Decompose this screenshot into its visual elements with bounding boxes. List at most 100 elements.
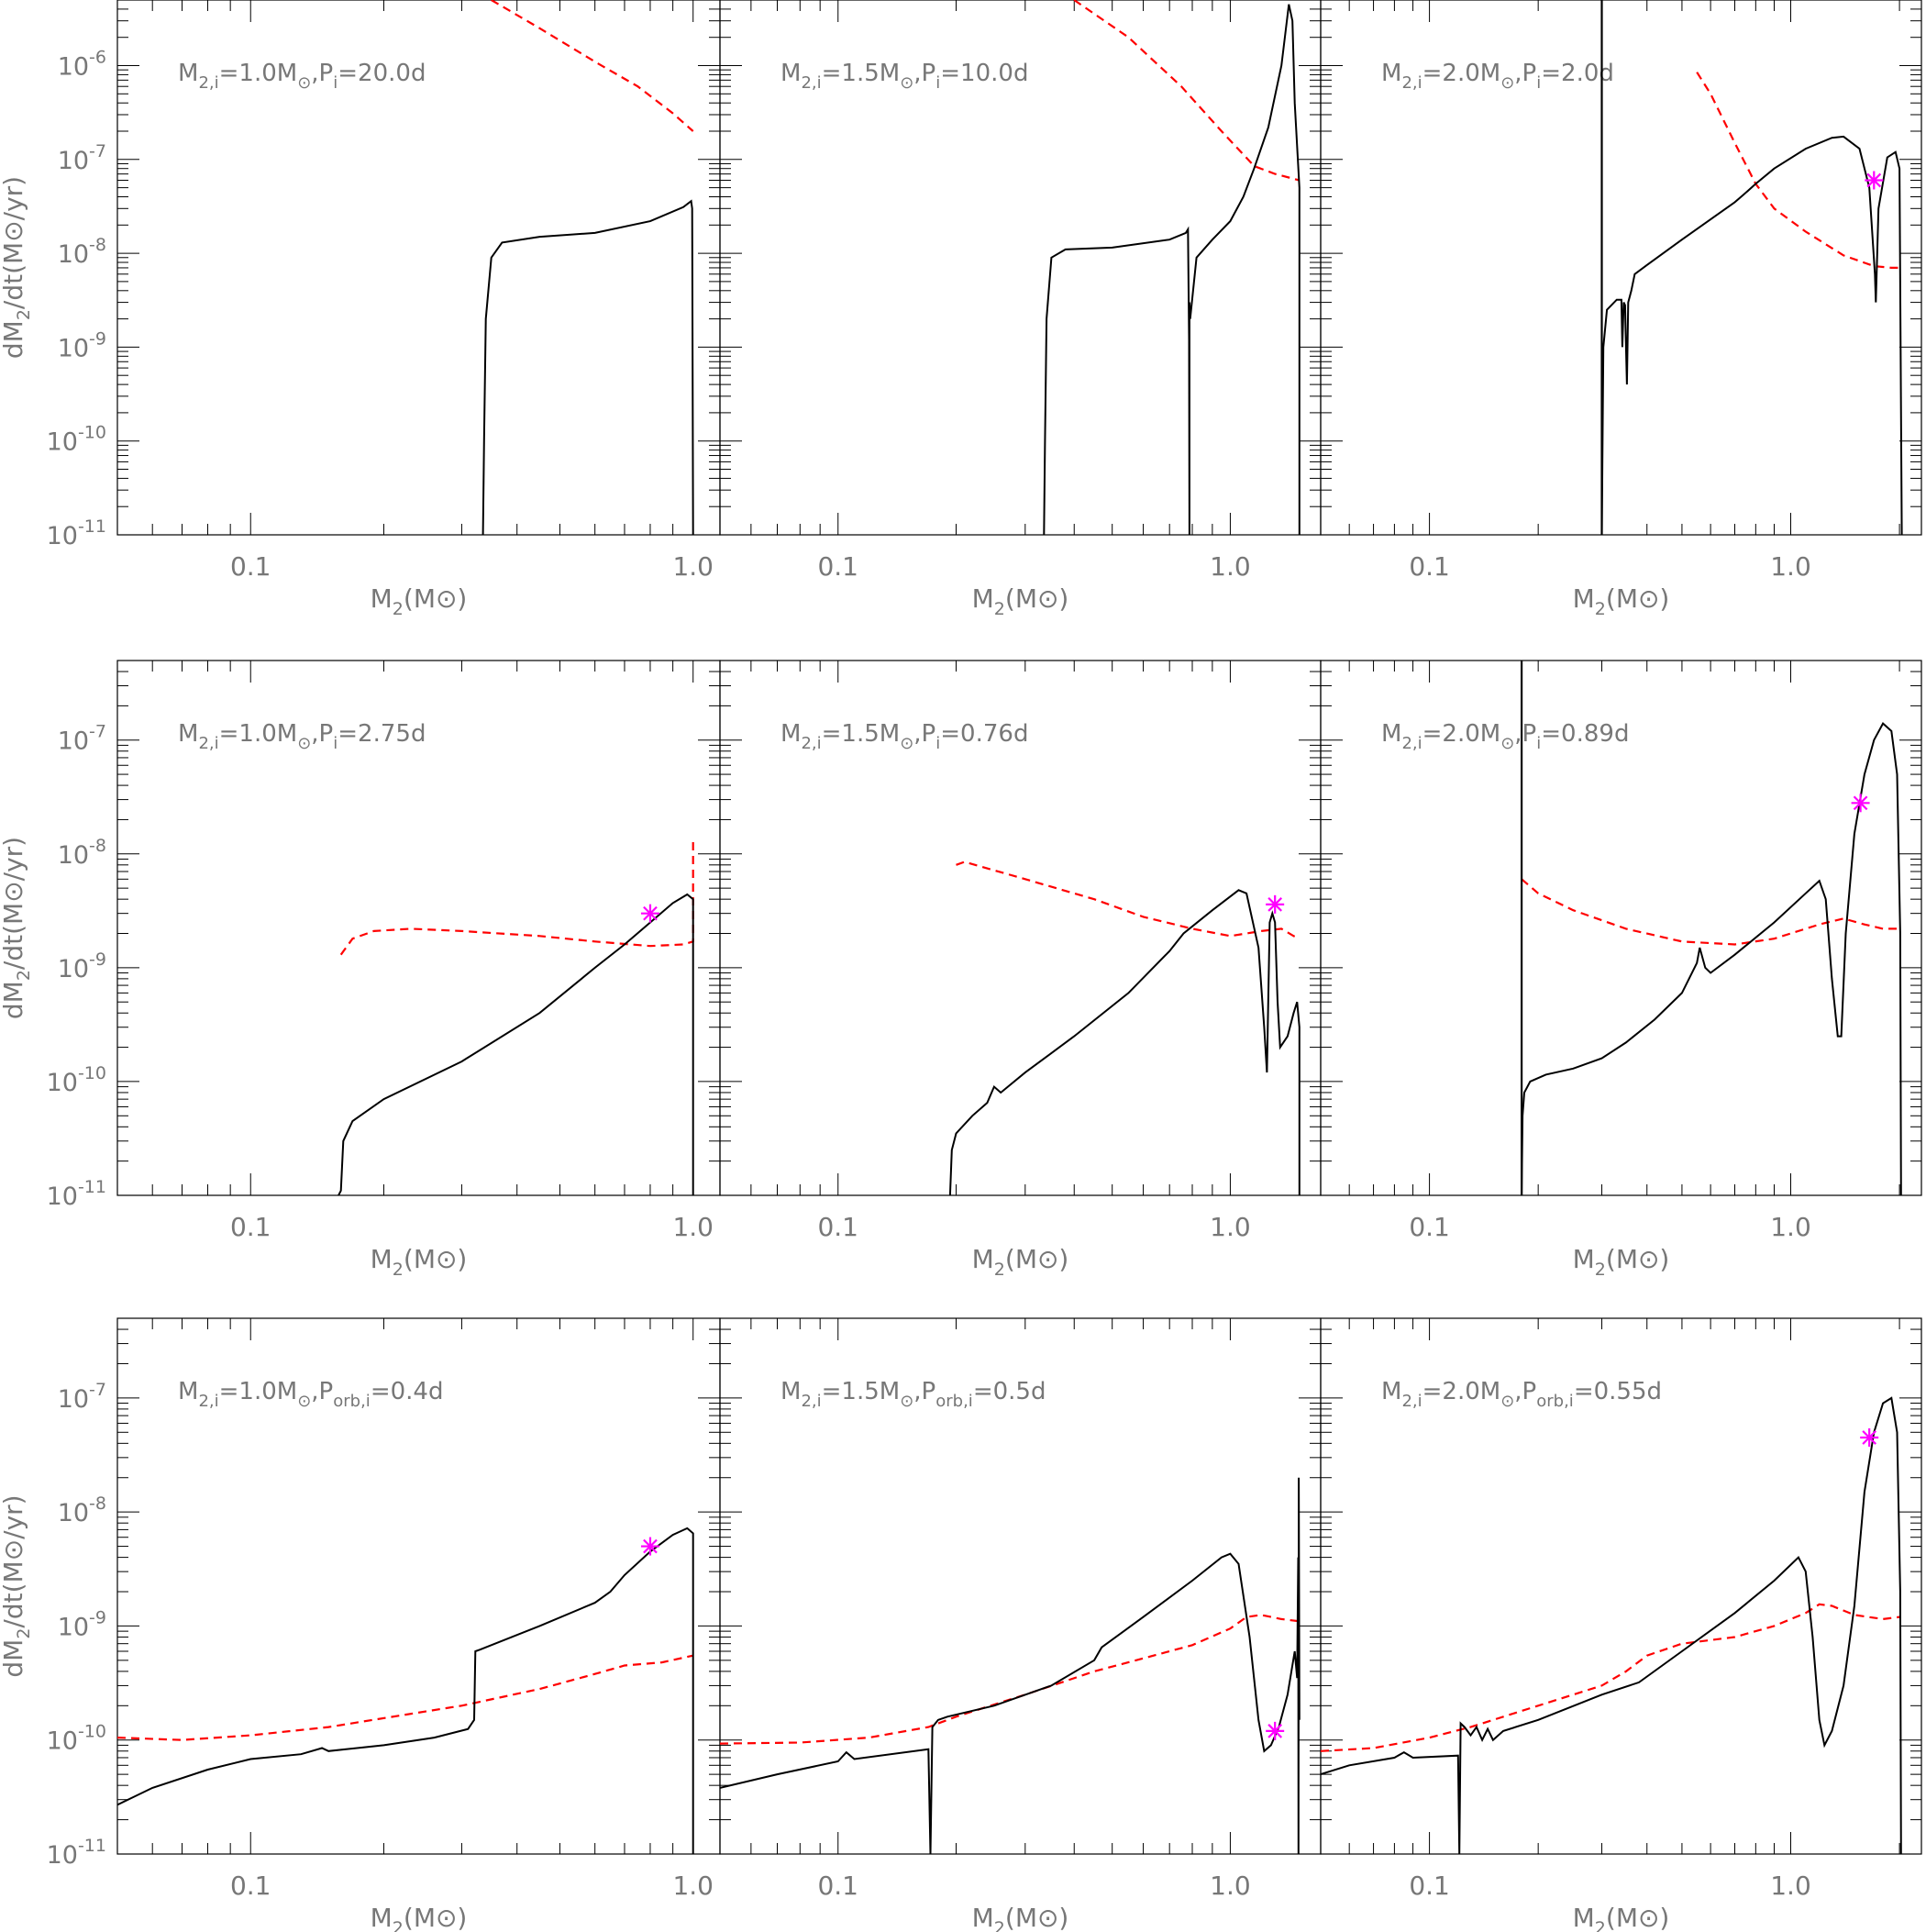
- x-axis-label: M2(M⊙): [972, 583, 1069, 619]
- mass-transfer-line: [1321, 1396, 1902, 1854]
- series-group: [1043, 0, 1301, 535]
- y-tick-label: 10-10: [47, 1063, 106, 1097]
- panel-2-0: 10-11 10-10 10-9 10-8 10-7 0.1 1.0 M2(M⊙) dM2/dt…: [0, 1317, 721, 1932]
- critical-rate-line: [1073, 0, 1301, 182]
- y-tick-label: 10-11: [47, 516, 106, 550]
- y-axis-label: dM2/dt(M⊙/yr): [0, 837, 34, 1019]
- y-tick-label: 10-9: [58, 1607, 106, 1641]
- panel-1-1: 0.1 1.0 M2(M⊙) M2,i=1.5M⊙,Pi=0.76d: [719, 660, 1322, 1280]
- axis-ticks: [719, 1317, 1321, 1855]
- y-tick-label: 10-8: [58, 836, 106, 870]
- y-tick-label: 10-11: [47, 1177, 106, 1211]
- y-tick-label: 10-10: [47, 1722, 106, 1756]
- panel-annotation: M2,i=1.5M⊙,Porb,i=0.5d: [780, 1378, 1046, 1411]
- series-group: [1521, 661, 1902, 1195]
- x-axis-label: M2(M⊙): [1573, 583, 1670, 619]
- x-tick-label: 0.1: [817, 551, 858, 582]
- x-axis-label: M2(M⊙): [371, 1903, 468, 1932]
- x-axis-label: M2(M⊙): [1573, 1244, 1670, 1280]
- mass-transfer-line: [720, 1477, 1301, 1854]
- panel-annotation: M2,i=1.0M⊙,Porb,i=0.4d: [178, 1378, 443, 1411]
- marker-asterisk: [1266, 894, 1285, 914]
- series-group: [1321, 1396, 1902, 1854]
- panel-annotation: M2,i=1.0M⊙,Pi=2.75d: [178, 720, 426, 753]
- mass-transfer-line: [482, 199, 694, 535]
- mass-transfer-line: [948, 889, 1301, 1195]
- marker-asterisk: [1865, 171, 1884, 190]
- marker-asterisk: [640, 904, 659, 923]
- axis-ticks: [1320, 660, 1921, 1196]
- axis-ticks: [1320, 0, 1921, 536]
- x-tick-label: 0.1: [230, 551, 271, 582]
- series-group: [1600, 0, 1903, 535]
- x-tick-label: 1.0: [1770, 551, 1811, 582]
- y-tick-label: 10-9: [58, 328, 106, 362]
- critical-rate-line: [720, 1614, 1300, 1745]
- x-tick-label: 1.0: [672, 1212, 714, 1242]
- y-tick-label: 10-6: [58, 48, 106, 82]
- axis-ticks: [719, 660, 1321, 1196]
- critical-rate-line: [1696, 72, 1900, 269]
- y-tick-label: 10-7: [58, 141, 106, 175]
- mass-transfer-line: [117, 1527, 694, 1854]
- x-tick-label: 1.0: [672, 1871, 714, 1901]
- series-group: [482, 0, 694, 535]
- mass-transfer-line: [1600, 135, 1903, 535]
- plot-frame: [1320, 660, 1922, 1196]
- mass-transfer-line: [1521, 722, 1902, 1195]
- x-tick-label: 0.1: [817, 1871, 858, 1901]
- marker-asterisk: [640, 1537, 659, 1556]
- critical-rate-line: [1521, 878, 1900, 946]
- series-group: [117, 1527, 694, 1854]
- y-tick-label: 10-9: [58, 949, 106, 983]
- x-tick-label: 0.1: [1409, 1871, 1450, 1901]
- panel-0-2: 0.1 1.0 M2(M⊙) M2,i=2.0M⊙,Pi=2.0d: [1320, 0, 1922, 619]
- x-tick-label: 1.0: [1210, 1212, 1251, 1242]
- x-axis-label: M2(M⊙): [972, 1244, 1069, 1280]
- y-axis-label: dM2/dt(M⊙/yr): [0, 1494, 34, 1677]
- x-tick-label: 0.1: [1409, 1212, 1450, 1242]
- x-tick-label: 1.0: [1210, 1871, 1251, 1901]
- y-tick-label: 10-8: [58, 235, 106, 269]
- critical-rate-line: [1321, 1603, 1900, 1752]
- x-tick-label: 0.1: [817, 1212, 858, 1242]
- panel-annotation: M2,i=1.0M⊙,Pi=20.0d: [178, 60, 426, 93]
- y-tick-label: 10-10: [47, 423, 106, 457]
- y-tick-label: 10-11: [47, 1836, 106, 1870]
- panel-2-1: 0.1 1.0 M2(M⊙) M2,i=1.5M⊙,Porb,i=0.5d: [719, 1317, 1322, 1932]
- axis-ticks: [1320, 1317, 1921, 1855]
- x-tick-label: 1.0: [1770, 1871, 1811, 1901]
- panel-annotation: M2,i=2.0M⊙,Pi=2.0d: [1381, 60, 1614, 93]
- mass-transfer-line: [1043, 4, 1301, 535]
- x-axis-label: M2(M⊙): [972, 1903, 1069, 1932]
- y-tick-label: 10-7: [58, 1380, 106, 1414]
- axis-ticks: [116, 0, 720, 536]
- axis-ticks: [116, 660, 720, 1196]
- critical-rate-line: [339, 840, 694, 956]
- y-axis-label: dM2/dt(M⊙/yr): [0, 176, 34, 359]
- series-group: [338, 840, 694, 1195]
- x-axis-label: M2(M⊙): [371, 583, 468, 619]
- panel-1-2: 0.1 1.0 M2(M⊙) M2,i=2.0M⊙,Pi=0.89d: [1320, 660, 1922, 1280]
- y-tick-label: 10-7: [58, 722, 106, 756]
- series-group: [720, 1477, 1301, 1854]
- panel-annotation: M2,i=2.0M⊙,Pi=0.89d: [1381, 720, 1629, 753]
- x-tick-label: 1.0: [1210, 551, 1251, 582]
- marker-asterisk: [1860, 1427, 1879, 1447]
- x-tick-label: 0.1: [230, 1871, 271, 1901]
- x-axis-label: M2(M⊙): [371, 1244, 468, 1280]
- x-axis-label: M2(M⊙): [1573, 1903, 1670, 1932]
- axis-ticks: [719, 0, 1321, 536]
- x-tick-label: 1.0: [672, 551, 714, 582]
- panel-0-1: 0.1 1.0 M2(M⊙) M2,i=1.5M⊙,Pi=10.0d: [719, 0, 1322, 619]
- panel-2-2: 0.1 1.0 M2(M⊙) M2,i=2.0M⊙,Porb,i=0.55d: [1320, 1317, 1922, 1932]
- critical-rate-line: [491, 0, 694, 132]
- x-tick-label: 1.0: [1770, 1212, 1811, 1242]
- panel-annotation: M2,i=1.5M⊙,Pi=0.76d: [780, 720, 1028, 753]
- critical-rate-line: [117, 1654, 693, 1741]
- panel-annotation: M2,i=1.5M⊙,Pi=10.0d: [780, 60, 1028, 93]
- panel-1-0: 10-11 10-10 10-9 10-8 10-7 0.1 1.0 M2(M⊙) dM2/dt…: [0, 660, 721, 1280]
- panel-annotation: M2,i=2.0M⊙,Porb,i=0.55d: [1381, 1378, 1662, 1411]
